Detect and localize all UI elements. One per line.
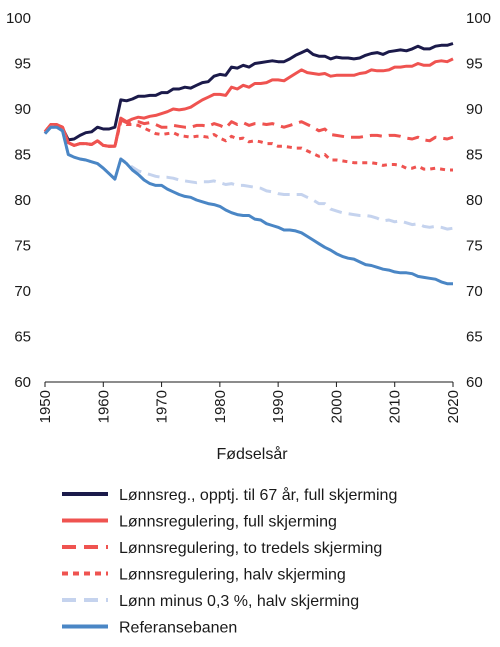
x-axis: 1950 1960 1970 1980 1990 2000 2010 2020 — [37, 381, 462, 423]
y-tick-label-left: 100 — [6, 10, 31, 27]
y-tick-label-left: 70 — [14, 283, 31, 300]
legend-label: Lønn minus 0,3 %, halv skjerming — [119, 593, 359, 610]
y-tick-label-right: 90 — [466, 101, 483, 118]
series-line — [43, 120, 453, 172]
series-line — [43, 125, 453, 286]
x-tick-label: 1980 — [212, 390, 229, 423]
y-tick-label-left: 80 — [14, 192, 31, 209]
series-line — [43, 42, 454, 142]
legend-label: Lønnsreg., opptj. til 67 år, full skjerm… — [119, 486, 397, 504]
y-tick-label-left: 60 — [14, 374, 31, 391]
x-axis-label: Fødselsår — [216, 445, 288, 463]
y-tick-label-left: 90 — [14, 101, 31, 118]
legend-label: Lønnsregulering, full skjerming — [119, 514, 337, 531]
legend-label: Referansebanen — [119, 620, 237, 637]
series-line — [43, 57, 454, 148]
x-tick-label: 1960 — [95, 390, 112, 423]
y-axis-left-ticks: 60 65 70 75 80 85 90 95 100 — [6, 10, 31, 391]
y-tick-label-right: 100 — [466, 10, 491, 27]
y-tick-label-right: 85 — [466, 147, 483, 164]
y-tick-label-right: 65 — [466, 329, 483, 346]
x-tick-label: 2000 — [328, 390, 345, 423]
series-line — [43, 118, 454, 148]
x-tick-label: 2020 — [445, 390, 462, 423]
y-tick-label-right: 95 — [466, 56, 483, 73]
y-tick-label-right: 75 — [466, 238, 483, 255]
y-axis-right-ticks: 60 65 70 75 80 85 90 95 100 — [466, 10, 491, 391]
x-tick-label: 1990 — [270, 390, 287, 423]
x-tick-label: 1970 — [154, 390, 171, 423]
series-lines — [43, 42, 454, 286]
y-tick-label-right: 60 — [466, 374, 483, 391]
x-tick-label: 2010 — [387, 390, 404, 423]
y-tick-label-right: 70 — [466, 283, 483, 300]
y-tick-label-left: 65 — [14, 329, 31, 346]
legend-label: Lønnsregulering, to tredels skjerming — [119, 540, 382, 557]
y-tick-label-left: 95 — [14, 56, 31, 73]
legend: Lønnsreg., opptj. til 67 år, full skjerm… — [62, 486, 397, 637]
y-tick-label-left: 85 — [14, 147, 31, 164]
y-tick-label-right: 80 — [466, 192, 483, 209]
y-tick-label-left: 75 — [14, 238, 31, 255]
x-tick-label: 1950 — [37, 390, 54, 423]
legend-label: Lønnsregulering, halv skjerming — [119, 567, 346, 584]
